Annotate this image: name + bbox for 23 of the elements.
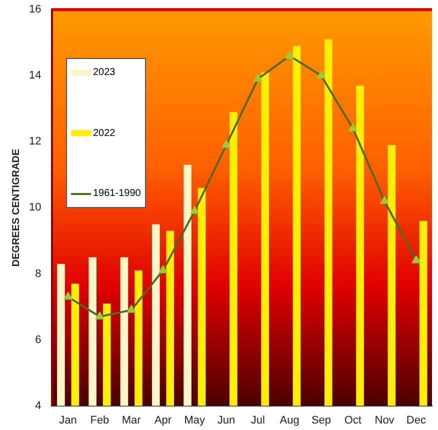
x-tick-label: Sep bbox=[311, 414, 332, 426]
x-tick-label: Jul bbox=[250, 414, 265, 426]
x-tick-label: Dec bbox=[406, 414, 426, 426]
x-tick-label: Feb bbox=[90, 414, 110, 426]
x-tick-label: May bbox=[184, 414, 206, 426]
x-tick-label: Aug bbox=[280, 414, 300, 426]
legend-label: 2022 bbox=[93, 128, 116, 138]
x-tick-label: Nov bbox=[374, 414, 395, 426]
y-tick-label: 10 bbox=[28, 202, 42, 214]
legend-label: 2023 bbox=[93, 67, 116, 78]
legend-label: 1961-1990 bbox=[93, 188, 141, 199]
y-axis-title: DEGREES CENTIGRADE bbox=[10, 148, 22, 267]
y-tick-label: 4 bbox=[35, 400, 42, 412]
x-tick-label: Apr bbox=[154, 414, 172, 426]
x-tick-label: Mar bbox=[122, 414, 142, 426]
y-tick-label: 14 bbox=[28, 70, 42, 82]
y-tick-label: 6 bbox=[35, 334, 42, 346]
x-tick-label: Oct bbox=[344, 414, 362, 426]
x-tick-label: Jun bbox=[217, 414, 236, 426]
y-tick-label: 8 bbox=[35, 268, 42, 280]
y-tick-label: 16 bbox=[28, 4, 42, 16]
y-tick-label: 12 bbox=[28, 136, 42, 148]
x-tick-label: Jan bbox=[59, 414, 77, 426]
